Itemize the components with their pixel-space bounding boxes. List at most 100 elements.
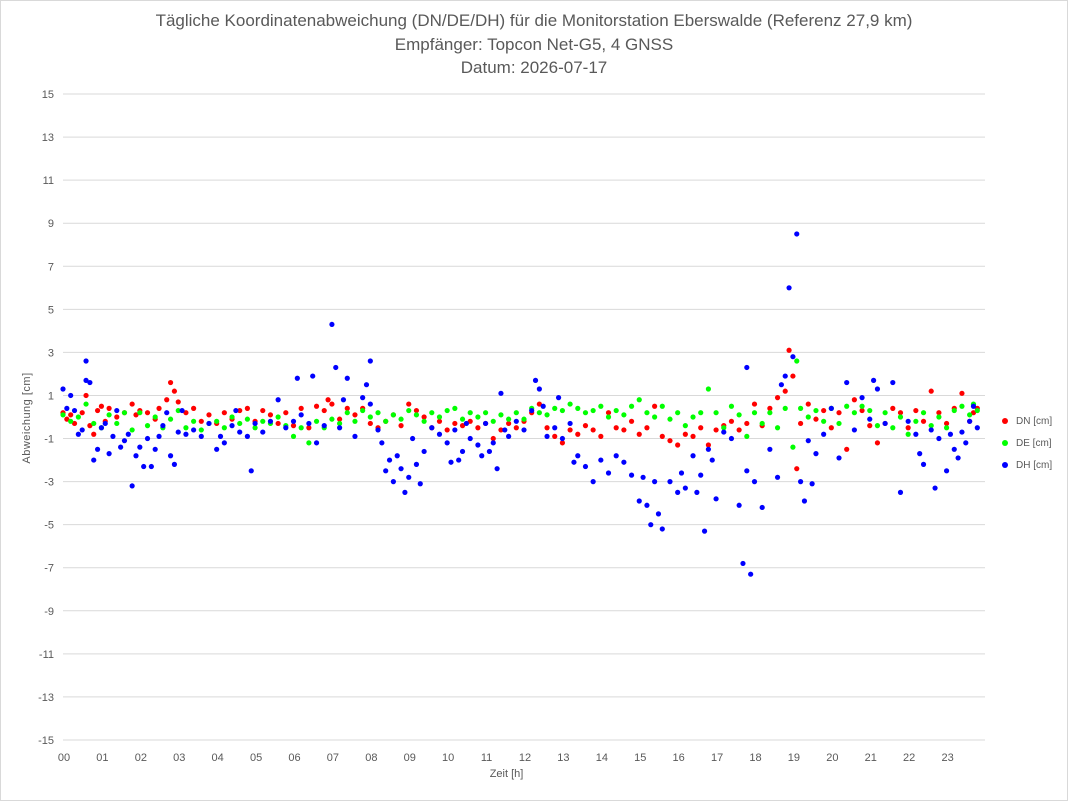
de-point [91,420,97,427]
dh-point [482,420,489,427]
y-tick-label: -3 [44,477,54,489]
dn-point [94,407,101,414]
dn-point [306,425,312,431]
dn-point [198,418,204,424]
dh-point [137,444,143,450]
dh-point [448,459,454,465]
dn-point [467,418,473,424]
dh-point [436,431,443,437]
dh-point [102,420,108,427]
legend-label-dh: DH [cm] [1016,459,1053,471]
de-point [260,418,266,424]
de-point [183,425,189,431]
dh-point [413,461,420,467]
dh-point [851,427,857,433]
dh-point [118,444,124,450]
dh-point [206,420,212,427]
chart-subtitle-date: Datum: 2026-07-17 [460,58,608,77]
dh-point [252,420,258,427]
dh-point [152,446,158,452]
dh-point [521,427,527,433]
de-point [621,412,627,418]
de-point [390,412,396,418]
de-point [191,418,197,424]
de-point [83,401,89,407]
dn-point [913,407,919,414]
de-point [337,420,343,427]
dh-point [721,429,727,435]
de-point [613,407,619,414]
dh-point [133,453,139,459]
de-point [859,403,865,409]
de-point [844,403,850,409]
dh-point [778,382,784,388]
dn-point [352,412,358,418]
dh-point [698,472,704,478]
x-tick-label: 06 [288,752,300,764]
de-point [452,405,458,411]
dh-point [598,457,604,463]
x-tick-label: 00 [58,752,70,764]
dn-point [859,407,865,414]
dn-point [114,414,120,420]
de-point [459,416,466,422]
de-point [129,427,135,433]
dh-point [536,386,542,392]
y-tick-label: 3 [48,347,54,359]
dh-point [947,431,954,437]
de-point [352,418,358,424]
dh-point [605,470,612,476]
dn-point [490,435,496,442]
dh-point [936,435,942,442]
de-point [575,405,581,411]
dh-point [83,377,89,383]
y-tick-label: 15 [42,89,54,101]
dn-point [275,420,281,427]
dh-point [740,560,746,567]
dn-point [79,410,85,416]
dn-point [344,405,350,411]
de-point [736,412,742,418]
dh-point [459,448,466,455]
dh-point [644,502,650,508]
dh-point [171,461,178,467]
dn-point [928,388,934,394]
x-tick-label: 07 [327,752,339,764]
dh-point [652,479,658,485]
dh-point [748,571,754,577]
dh-point [160,423,166,429]
dn-point [329,401,335,407]
y-tick-label: 5 [48,304,54,316]
dh-point [559,435,566,442]
dn-point [774,395,781,401]
dn-point [83,392,89,399]
dh-point [494,466,500,472]
dh-point [125,431,131,437]
dn-point [690,433,696,439]
dh-point [94,446,101,452]
dn-point [598,433,604,439]
dn-point [736,427,742,433]
de-point [198,427,204,433]
de-point [813,407,819,414]
de-point [383,418,389,424]
de-point [836,420,842,427]
dh-point [774,474,781,480]
dh-point [798,479,804,485]
x-tick-label: 14 [596,752,608,764]
dn-point [943,420,950,427]
de-point [175,407,181,414]
dh-point [667,479,673,485]
dn-point [652,403,658,409]
de-point [552,405,558,411]
dh-point [736,502,742,508]
de-point [229,414,235,420]
de-point [559,407,566,414]
dh-point [713,496,719,502]
de-point [851,410,857,416]
de-point [652,414,658,420]
dh-point [790,354,796,360]
y-tick-label: -13 [38,692,54,704]
de-point [144,423,151,429]
dn-point [675,442,681,448]
